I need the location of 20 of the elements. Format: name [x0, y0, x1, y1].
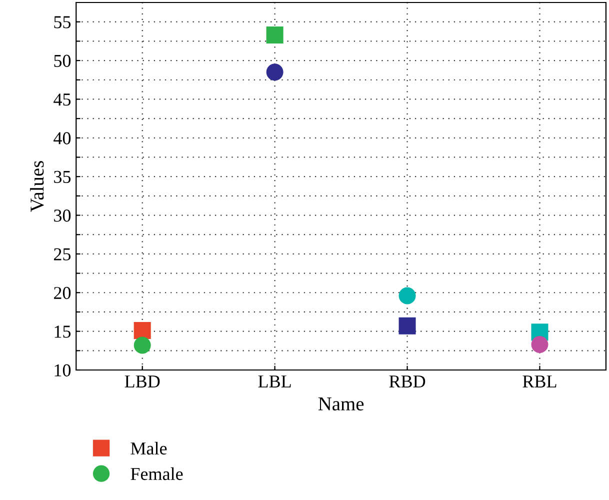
y-tick-label: 35: [54, 170, 71, 184]
y-tick-label: 45: [54, 94, 71, 106]
y-tick-label: 40: [54, 132, 71, 144]
y-tick-label: 20: [54, 286, 71, 300]
x-axis-title: Name: [318, 398, 364, 410]
x-tick-label: LBD: [124, 376, 160, 388]
y-tick-label: 10: [54, 364, 71, 376]
y-tick-label: 15: [54, 326, 71, 338]
legend-label: Male: [130, 442, 167, 455]
y-tick-label: 50: [54, 54, 71, 67]
y-tick-label: 30: [54, 210, 71, 222]
x-tick-label: LBL: [258, 376, 291, 388]
legend-label: Female: [130, 467, 183, 480]
y-tick-label: 55: [54, 16, 71, 28]
point: [531, 336, 548, 353]
point: [134, 322, 151, 340]
x-tick-label: RBL: [522, 376, 556, 388]
y-tick-label: 25: [54, 248, 71, 260]
x-tick-label: RBD: [389, 376, 426, 388]
y-axis-title: Values: [30, 161, 44, 212]
